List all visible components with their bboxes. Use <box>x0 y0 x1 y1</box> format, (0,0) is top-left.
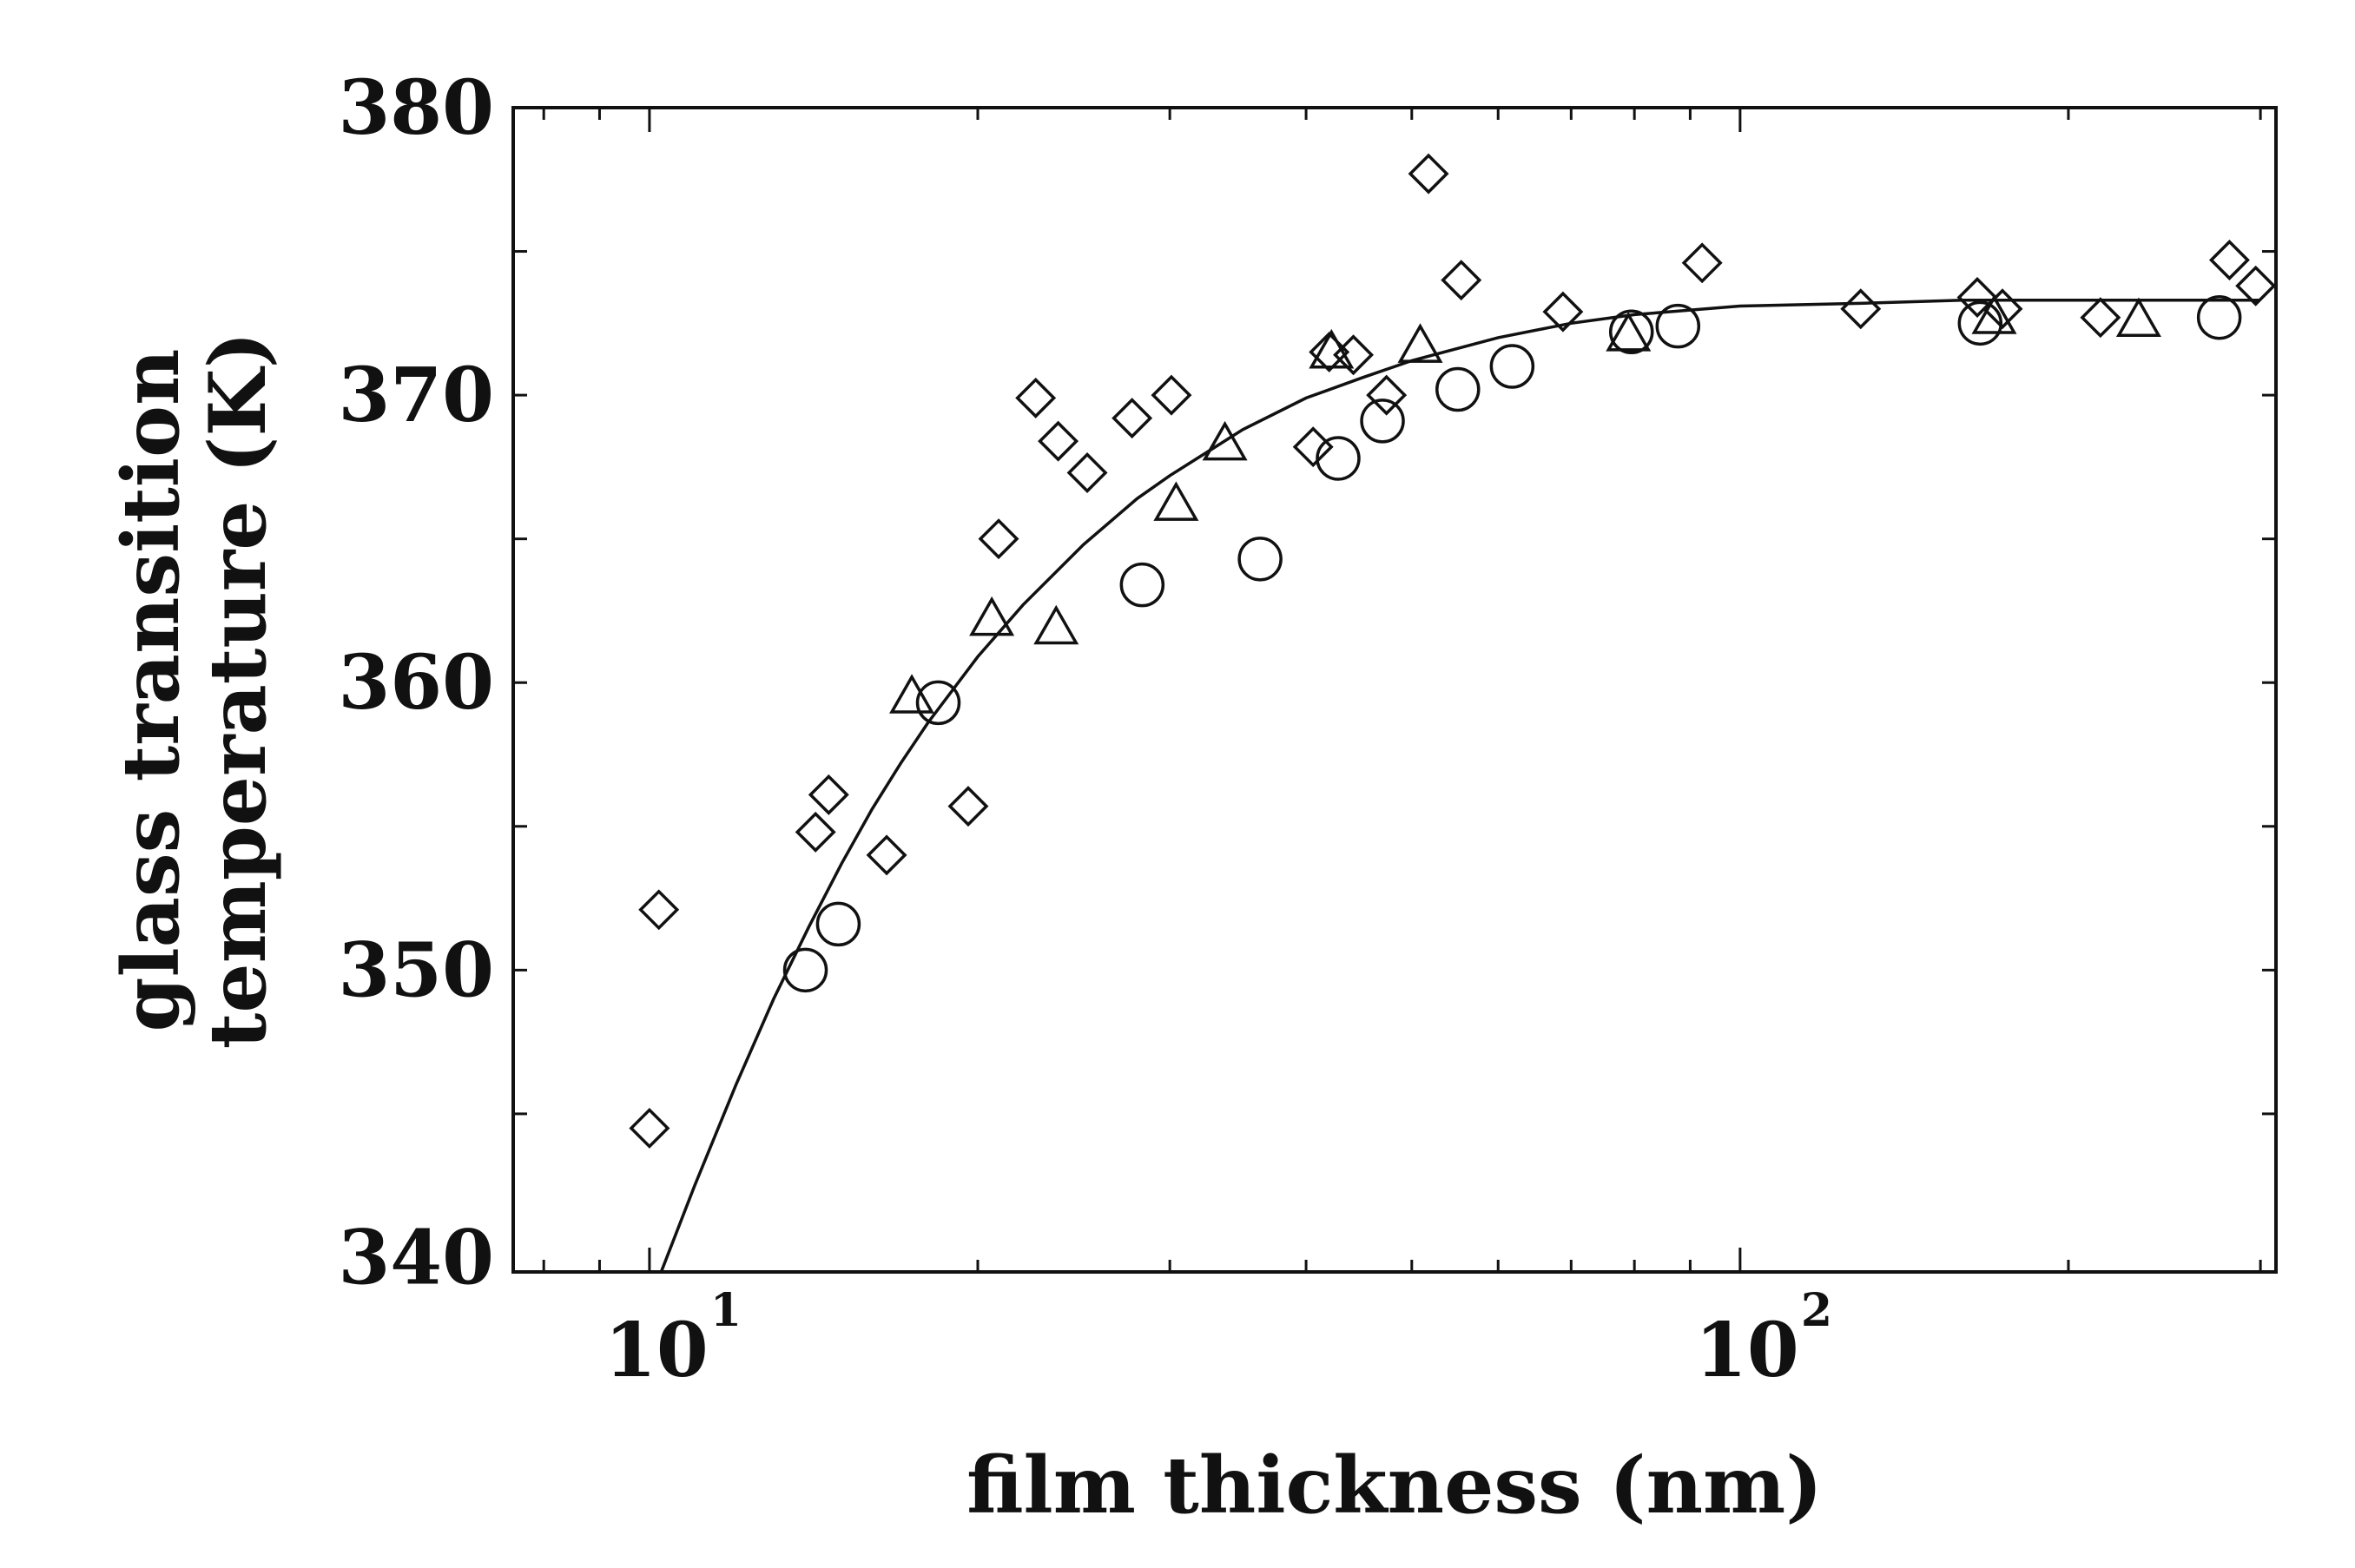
diamond-marker <box>638 889 680 931</box>
y-tick-label: 350 <box>338 926 494 1014</box>
diamond-marker <box>1542 291 1584 333</box>
y-tick-label: 340 <box>338 1214 494 1301</box>
diamond-marker <box>2208 240 2250 280</box>
x-tick-exponent: 2 <box>1801 1284 1832 1337</box>
x-axis: 10 1 10 2 <box>542 108 2262 1394</box>
y-tick-label: 360 <box>338 639 494 727</box>
fit-curve <box>659 299 2261 1273</box>
circle-marker <box>1316 436 1361 481</box>
diamond-marker <box>1066 452 1108 493</box>
triangle-marker <box>1309 328 1355 369</box>
diamond-marker <box>1956 277 1998 319</box>
diamond-marker <box>1112 398 1153 439</box>
circle-marker <box>1608 309 1654 355</box>
triangle-marker <box>889 674 935 714</box>
circle-marker <box>915 680 961 726</box>
circle-marker <box>1655 303 1701 349</box>
diamond-marker <box>1681 242 1723 284</box>
circle-marker <box>782 947 828 993</box>
triangle-marker <box>969 596 1015 636</box>
diamond-marker <box>808 774 849 815</box>
triangle-marker <box>1606 312 1652 352</box>
diamond-marker <box>795 811 836 853</box>
x-axis-title: film thickness (nm) <box>966 1440 1823 1532</box>
circle-marker <box>1237 537 1283 582</box>
x-tick-exponent: 1 <box>710 1284 742 1337</box>
circle-marker <box>1435 366 1481 412</box>
circle-marker <box>1119 562 1165 608</box>
triangle-marker <box>1397 323 1443 363</box>
circle-marker <box>815 901 861 947</box>
diamond-marker <box>947 786 989 827</box>
plot-frame <box>511 106 2278 1274</box>
diamond-marker <box>2080 297 2121 339</box>
y-axis-title-line-2: temperature (K) <box>192 332 284 1049</box>
diamond-marker <box>2235 265 2277 306</box>
y-axis: 340 350 360 370 380 <box>338 64 2276 1301</box>
x-tick-label: 10 <box>1695 1307 1799 1394</box>
y-tick-label: 370 <box>338 352 494 439</box>
circle-marker <box>1957 300 2003 346</box>
diamond-marker <box>1151 374 1192 416</box>
diamond-marker <box>1309 331 1350 372</box>
triangle-marker <box>2115 297 2161 338</box>
y-tick-label: 380 <box>338 64 494 152</box>
triangle-marker <box>1153 481 1199 521</box>
x-tick-label: 10 <box>604 1307 709 1394</box>
diamond-marker <box>1038 420 1079 462</box>
circle-marker <box>1489 344 1535 389</box>
diamond-marker <box>1292 426 1334 468</box>
data-markers <box>629 153 2277 1149</box>
diamond-marker <box>1366 374 1408 416</box>
circle-marker <box>2196 294 2242 340</box>
triangle-marker <box>1202 420 1248 461</box>
diamond-marker <box>1840 288 1882 330</box>
diamond-marker <box>1441 260 1482 301</box>
diamond-marker <box>629 1107 670 1149</box>
diamond-marker <box>978 518 1019 560</box>
circle-marker <box>1360 399 1405 444</box>
y-axis-title-line-1: glass transition <box>105 349 197 1032</box>
diamond-marker <box>1015 377 1057 418</box>
triangle-marker <box>1033 604 1079 645</box>
diamond-marker <box>866 834 907 876</box>
diamond-marker <box>1408 153 1449 194</box>
triangle-marker <box>1971 294 2017 334</box>
